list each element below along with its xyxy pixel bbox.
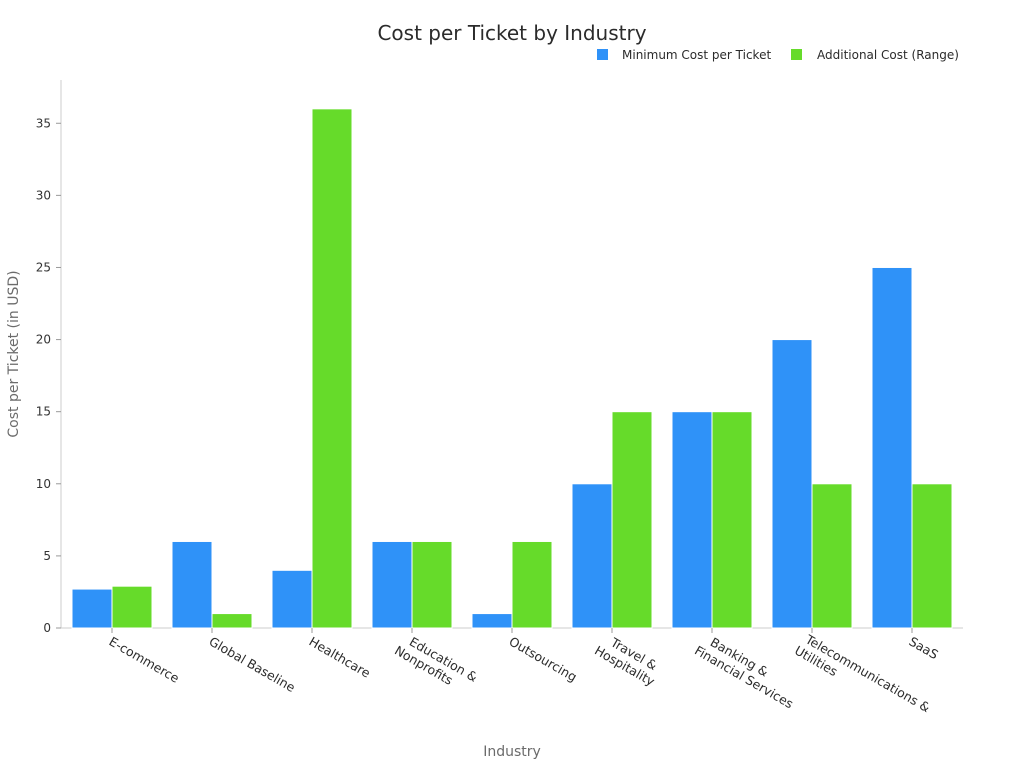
y-tick-label: 10 [36, 477, 51, 491]
bars [71, 108, 953, 629]
x-tick-label: Banking &Financial Services [692, 630, 803, 712]
bar-additional-cost [911, 483, 953, 629]
bar-additional-cost [311, 108, 353, 629]
bar-additional-cost [111, 585, 153, 629]
bar-minimum-cost [871, 266, 913, 629]
x-tick-label: Outsourcing [507, 634, 580, 685]
y-tick-label: 25 [36, 260, 51, 274]
bar-additional-cost [711, 411, 753, 629]
bar-minimum-cost [771, 339, 813, 629]
y-tick-label: 0 [43, 621, 51, 635]
legend-label-minimum: Minimum Cost per Ticket [622, 48, 771, 62]
y-tick-label: 35 [36, 116, 51, 130]
bar-minimum-cost [571, 483, 613, 629]
bar-minimum-cost [71, 588, 113, 629]
bar-additional-cost [411, 540, 453, 629]
y-axis-title: Cost per Ticket (in USD) [6, 270, 22, 437]
bar-additional-cost [811, 483, 853, 629]
legend: Minimum Cost per Ticket Additional Cost … [597, 48, 959, 62]
bar-minimum-cost [371, 540, 413, 629]
x-tick-label: Travel &Hospitality [592, 630, 665, 690]
y-tick-label: 15 [36, 405, 51, 419]
x-tick-label: SaaS [907, 634, 942, 663]
x-tick-label: E-commerce [107, 634, 183, 686]
bar-additional-cost [611, 411, 653, 629]
bar-additional-cost [511, 540, 553, 629]
legend-label-additional: Additional Cost (Range) [817, 48, 959, 62]
x-tick-label: Global Baseline [207, 634, 299, 696]
y-tick-label: 20 [36, 333, 51, 347]
bar-minimum-cost [171, 540, 213, 629]
x-axis-title: Industry [483, 744, 541, 760]
y-tick-label: 30 [36, 188, 51, 202]
bar-minimum-cost [471, 613, 513, 629]
bar-minimum-cost [271, 569, 313, 629]
y-ticks: 0 5 10 15 20 25 30 35 [36, 116, 61, 635]
bar-minimum-cost [671, 411, 713, 629]
x-ticks: E-commerce Global Baseline Healthcare Educa… [107, 628, 942, 715]
bar-additional-cost [211, 613, 253, 629]
y-tick-label: 5 [43, 549, 51, 563]
x-tick-label: Healthcare [307, 634, 374, 681]
x-tick-label: Education &Nonprofits [392, 630, 480, 698]
legend-swatch-minimum [597, 49, 608, 60]
legend-swatch-additional [791, 49, 802, 60]
chart-title: Cost per Ticket by Industry [377, 21, 646, 45]
